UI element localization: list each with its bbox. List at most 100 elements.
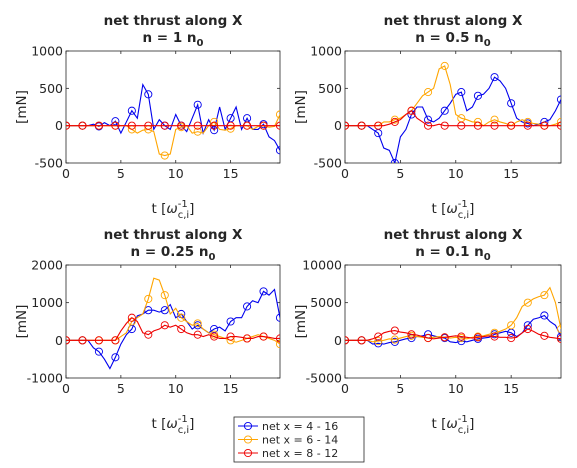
axes-box — [344, 50, 562, 164]
series-marker — [473, 91, 482, 100]
series-marker — [523, 324, 532, 334]
x-tick-label: 10 — [168, 381, 184, 396]
chart-title: net thrust along X — [104, 227, 243, 243]
series-marker — [226, 332, 235, 341]
x-label-close: ] — [189, 416, 194, 432]
series-marker — [457, 332, 466, 341]
series-marker — [210, 126, 219, 135]
series-marker — [259, 121, 268, 130]
series-marker — [275, 146, 280, 155]
series-marker — [226, 121, 235, 130]
series-line-1 — [66, 288, 280, 370]
y-tick-label: -1000 — [27, 371, 63, 386]
series-marker — [275, 340, 280, 349]
series-group — [345, 61, 561, 163]
series-marker — [177, 121, 186, 130]
x-axis-label: t [ω-1 c,i] — [152, 414, 195, 436]
series-marker — [556, 95, 561, 104]
subtitle-main: n = 0.1 n — [415, 244, 484, 260]
series-marker — [440, 106, 449, 115]
y-tick-label: 0 — [55, 333, 63, 348]
x-tick-label: 15 — [223, 166, 239, 181]
series-marker — [424, 121, 433, 130]
series-marker — [144, 330, 153, 339]
x-tick-label: 0 — [341, 381, 349, 396]
x-label-main: t [ — [432, 201, 447, 217]
y-tick-label: 5000 — [310, 295, 342, 310]
x-tick-label: 5 — [117, 166, 125, 181]
y-tick-label: -500 — [35, 156, 63, 171]
x-tick-label: 15 — [223, 381, 239, 396]
series-marker — [177, 313, 186, 322]
x-label-sub: c,i — [178, 425, 189, 436]
series-marker — [94, 347, 103, 356]
series-marker — [127, 121, 136, 130]
chart-title: net thrust along X — [384, 13, 523, 29]
x-tick-label: 0 — [62, 166, 70, 181]
series-marker — [243, 302, 252, 311]
series-marker — [407, 330, 416, 339]
subtitle-main: n = 1 n — [143, 30, 197, 46]
y-tick-label: 0 — [334, 118, 342, 133]
y-axis-label: [mN] — [14, 90, 30, 124]
chart-subtitle: n = 0.25 n0 — [131, 244, 216, 263]
series-line-3 — [345, 109, 561, 127]
subtitle-main: n = 0.25 n — [131, 244, 209, 260]
series-marker — [275, 334, 280, 343]
legend-marker — [243, 435, 253, 444]
series-marker — [357, 336, 366, 345]
x-label-omega: ω — [166, 201, 177, 217]
x-label-sup: -1 — [458, 414, 468, 425]
series-marker — [424, 115, 433, 124]
x-label-main: t [ — [432, 416, 447, 432]
series-marker — [440, 333, 449, 342]
series-marker — [390, 335, 399, 344]
x-label-omega: ω — [446, 201, 457, 217]
series-group — [66, 82, 280, 160]
x-label-close: ] — [469, 201, 474, 217]
series-marker — [111, 336, 120, 345]
series-marker — [127, 106, 136, 115]
y-axis-label: [mN] — [293, 305, 309, 339]
chart-title: net thrust along X — [104, 13, 243, 29]
series-marker — [275, 121, 280, 130]
x-label-sup: -1 — [178, 414, 188, 425]
x-tick-label: 10 — [168, 166, 184, 181]
chart-subtitle: n = 1 n0 — [143, 30, 204, 49]
series-marker — [490, 121, 499, 130]
series-marker — [523, 121, 532, 130]
series-marker — [407, 106, 416, 115]
series-marker — [507, 99, 516, 108]
x-tick-label: 5 — [396, 381, 404, 396]
x-label-omega: ω — [166, 416, 177, 432]
series-marker — [390, 117, 399, 126]
chart-panel-1: net thrust along Xn = 1 n00 5 10 15-5000500… — [14, 13, 281, 221]
series-marker — [374, 337, 383, 346]
series-marker — [177, 324, 186, 334]
series-marker — [556, 332, 561, 341]
series-marker — [390, 337, 399, 346]
series-line-3 — [345, 328, 561, 341]
series-marker — [507, 321, 516, 330]
series-marker — [193, 319, 202, 328]
subtitle-subscript: 0 — [197, 38, 204, 49]
series-group — [66, 277, 280, 370]
series-marker — [193, 121, 202, 130]
y-tick-label: -5000 — [306, 371, 342, 386]
series-marker — [94, 121, 103, 130]
y-tick-label: 1000 — [31, 44, 63, 59]
series-marker — [390, 115, 399, 124]
series-group — [345, 286, 561, 348]
series-marker — [556, 324, 561, 334]
series-marker — [523, 298, 532, 307]
series-marker — [111, 121, 120, 130]
series-line-2 — [66, 277, 280, 345]
series-marker — [226, 124, 235, 133]
series-marker — [275, 313, 280, 322]
series-marker — [66, 336, 71, 345]
series-marker — [374, 332, 383, 341]
series-marker — [243, 121, 252, 130]
series-marker — [390, 326, 399, 335]
y-tick-label: 0 — [55, 118, 63, 133]
series-marker — [424, 334, 433, 343]
